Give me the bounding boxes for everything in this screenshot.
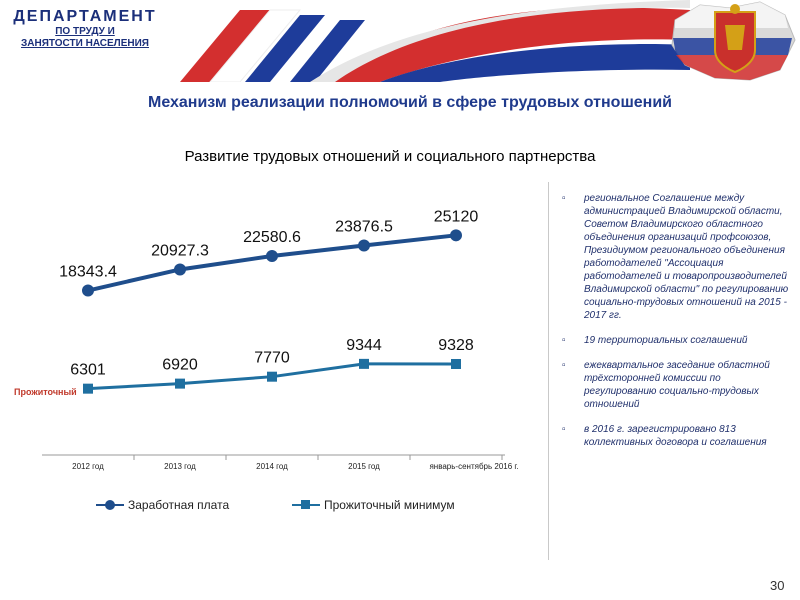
x-tick-label: 2013 год xyxy=(164,462,196,471)
divider-line xyxy=(548,182,549,560)
data-label: 7770 xyxy=(254,350,290,367)
note-text: в 2016 г. зарегистрировано 813 коллектив… xyxy=(584,424,767,448)
note-item: ▫ региональное Соглашение между админист… xyxy=(560,192,792,322)
note-item: ▫ в 2016 г. зарегистрировано 813 коллект… xyxy=(560,423,792,449)
bullet-icon: ▫ xyxy=(562,193,566,204)
x-tick-label: 2014 год xyxy=(256,462,288,471)
data-label: 25120 xyxy=(434,208,479,225)
data-point-minimum xyxy=(451,358,461,369)
data-point-salary xyxy=(450,229,462,242)
legend-marker-minimum xyxy=(292,499,320,511)
data-label: 6920 xyxy=(162,357,198,374)
note-text: 19 территориальных соглашений xyxy=(584,335,748,346)
data-point-salary xyxy=(174,263,186,276)
data-point-minimum xyxy=(267,371,277,382)
department-logo: ДЕПАРТАМЕНТ ПО ТРУДУ И ЗАНЯТОСТИ НАСЕЛЕН… xyxy=(10,8,160,66)
x-tick-label: 2015 год xyxy=(348,462,380,471)
bullet-icon: ▫ xyxy=(562,360,566,371)
legend-item-salary: Заработная плата xyxy=(96,498,229,512)
data-label: 18343.4 xyxy=(59,264,117,281)
x-tick-label: 2012 год xyxy=(72,462,104,471)
note-item: ▫ ежеквартальное заседание областной трё… xyxy=(560,359,792,411)
chart-title: Развитие трудовых отношений и социальног… xyxy=(184,148,596,165)
data-point-minimum xyxy=(83,383,93,394)
flag-stripes-graphic xyxy=(180,0,690,82)
data-label: 6301 xyxy=(70,362,106,379)
data-label: 20927.3 xyxy=(151,242,209,259)
legend-item-minimum: Прожиточный минимум xyxy=(292,498,455,512)
data-point-salary xyxy=(82,284,94,297)
data-point-minimum xyxy=(359,358,369,369)
logo-line2: ЗАНЯТОСТИ НАСЕЛЕНИЯ xyxy=(21,38,149,49)
header-banner: ДЕПАРТАМЕНТ ПО ТРУДУ И ЗАНЯТОСТИ НАСЕЛЕН… xyxy=(0,0,800,82)
data-label: 9344 xyxy=(346,337,382,354)
series-sub-label: Прожиточный xyxy=(14,387,77,397)
page-number: 30 xyxy=(770,578,785,593)
legend-label-salary: Заработная плата xyxy=(128,498,230,512)
bullet-icon: ▫ xyxy=(562,424,566,435)
legend-marker-salary xyxy=(96,499,124,511)
data-point-minimum xyxy=(175,378,185,389)
region-map-emblem xyxy=(671,1,796,81)
x-tick-label: январь-сентябрь 2016 г. xyxy=(429,462,518,471)
note-text: региональное Соглашение между администра… xyxy=(584,193,789,321)
note-item: ▫ 19 территориальных соглашений xyxy=(560,334,792,347)
line-chart: 2012 год 2013 год 2014 год 2015 год январь-с… xyxy=(42,208,519,471)
data-label: 22580.6 xyxy=(243,229,301,246)
slide-title: Механизм реализации полномочий в сфере т… xyxy=(147,94,673,111)
bullet-icon: ▫ xyxy=(562,335,566,346)
logo-title: ДЕПАРТАМЕНТ xyxy=(13,8,157,25)
data-label: 9328 xyxy=(438,337,474,354)
data-point-salary xyxy=(266,250,278,263)
notes-panel: ▫ региональное Соглашение между админист… xyxy=(560,192,792,461)
data-label: 23876.5 xyxy=(335,218,393,235)
chart-legend: Заработная плата Прожиточный минимум xyxy=(96,498,516,516)
data-point-salary xyxy=(358,239,370,252)
logo-line1: ПО ТРУДУ И xyxy=(55,26,115,37)
note-text: ежеквартальное заседание областной трёхс… xyxy=(584,360,770,410)
legend-label-minimum: Прожиточный минимум xyxy=(324,498,455,512)
